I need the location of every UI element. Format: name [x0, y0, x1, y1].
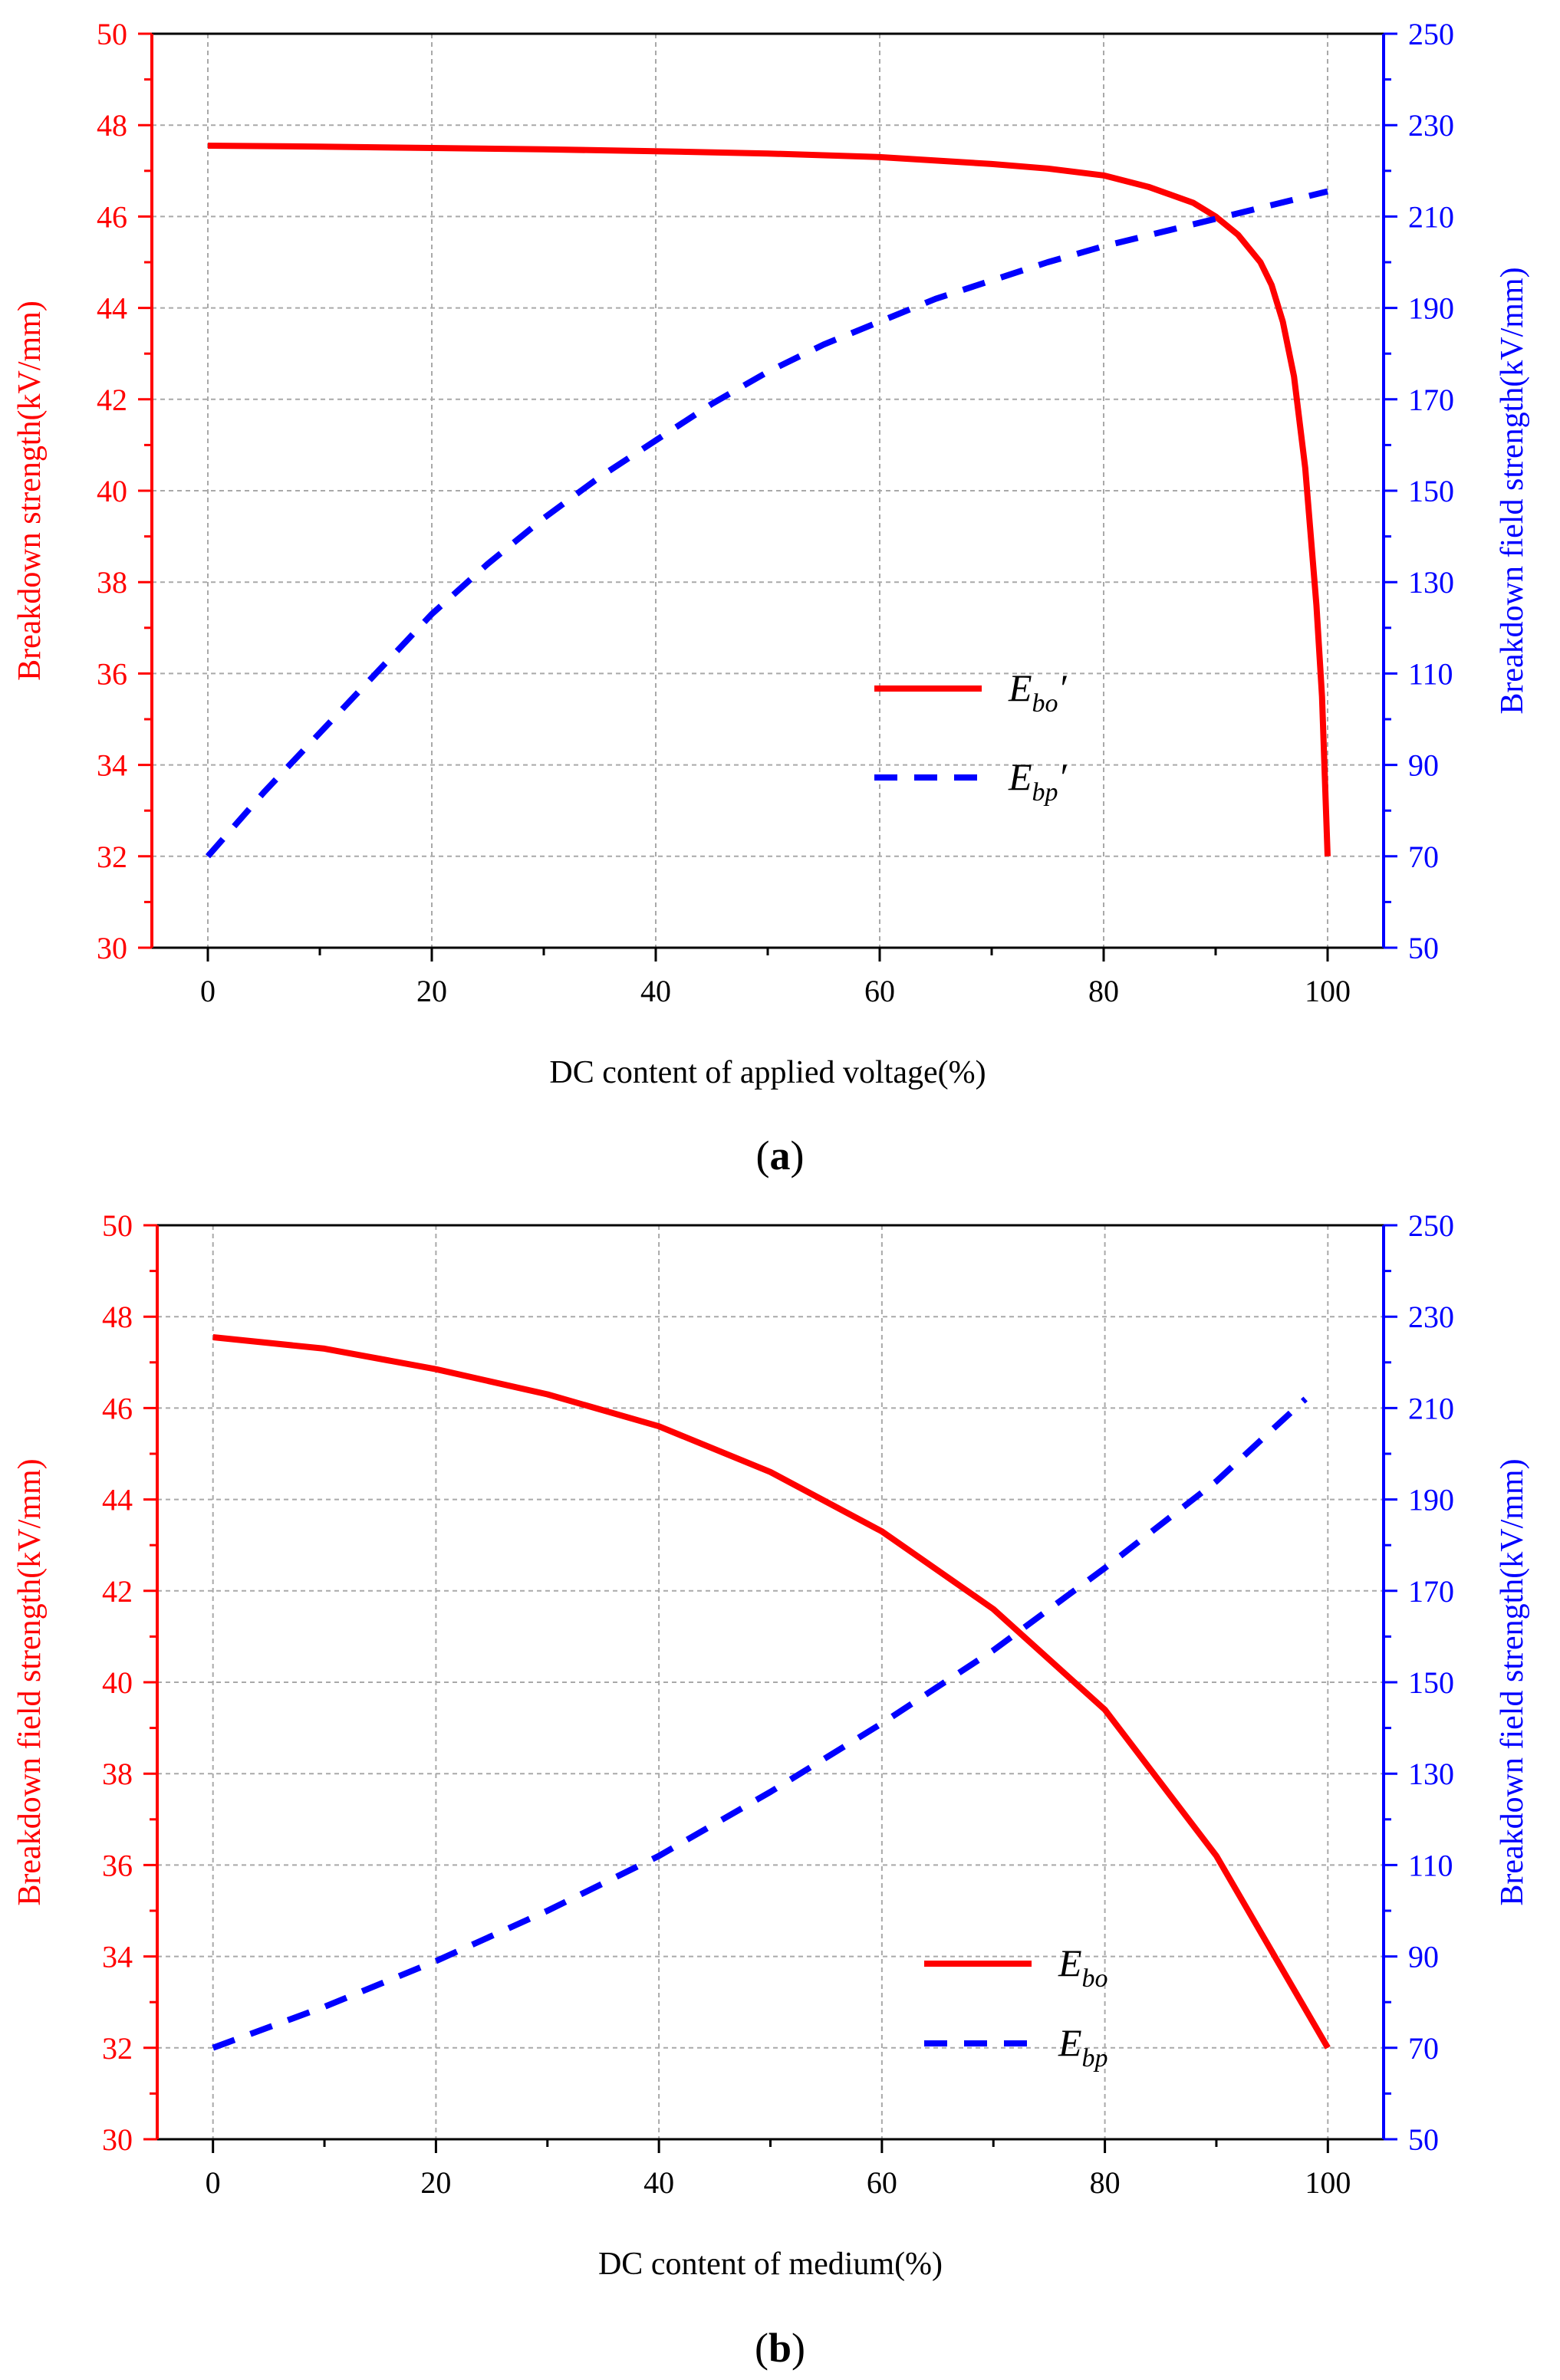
right-y-tick-label: 110	[1408, 656, 1453, 691]
left-y-tick-label: 32	[102, 2031, 133, 2066]
grid	[152, 34, 1384, 948]
left-y-tick-label: 34	[102, 1940, 133, 1974]
left-y-tick-label: 40	[102, 1665, 133, 1700]
right-y-tick-label: 230	[1408, 1300, 1454, 1334]
x-axis-label: DC content of applied voltage(%)	[549, 1055, 986, 1090]
left-y-tick-label: 44	[97, 291, 127, 326]
x-tick-label: 80	[1088, 974, 1119, 1008]
right-y-tick-label: 90	[1408, 748, 1439, 783]
left-y-tick-label: 50	[97, 17, 127, 51]
series-line-ebp	[212, 1396, 1308, 2051]
x-tick-label: 20	[420, 2165, 451, 2200]
x-tick-label: 60	[867, 2165, 897, 2200]
right-y-tick-label: 150	[1408, 474, 1454, 508]
legend-label: Ebo	[1058, 1941, 1108, 1993]
left-y-tick-label: 30	[97, 931, 127, 965]
right-y-tick-label: 210	[1408, 1391, 1454, 1425]
left-y-tick-label: 40	[97, 474, 127, 508]
left-y-axis-label: Breakdown field strength(kV/mm)	[12, 1458, 48, 1905]
x-tick-label: 80	[1090, 2165, 1121, 2200]
left-y-tick-label: 46	[102, 1391, 133, 1425]
right-y-tick-label: 130	[1408, 1757, 1454, 1791]
left-y-tick-label: 50	[102, 1208, 133, 1243]
right-y-tick-label: 230	[1408, 108, 1454, 143]
left-y-tick-label: 42	[97, 383, 127, 417]
series-line-ebo-prime	[207, 143, 1331, 856]
x-tick-label: 40	[643, 2165, 674, 2200]
x-tick-label: 40	[640, 974, 671, 1008]
x-tick-label: 0	[200, 974, 216, 1008]
right-y-tick-label: 70	[1408, 2031, 1439, 2066]
legend-label: Ebp	[1058, 2021, 1108, 2073]
panel-label: (b)	[755, 2325, 805, 2371]
right-y-tick-label: 170	[1408, 1574, 1454, 1609]
right-y-tick-label: 130	[1408, 565, 1454, 600]
left-y-axis-label: Breakdown strength(kV/mm)	[12, 301, 48, 681]
right-y-tick-label: 190	[1408, 291, 1454, 326]
left-y-tick-label: 46	[97, 199, 127, 234]
series-line-ebo	[212, 1334, 1331, 2050]
chart-panel-b: 0 20 40 60 80 100 30 32 34 36 38 40 42 44 46 48 50 50 70 90…	[12, 1208, 1530, 2371]
left-y-tick-label: 48	[97, 108, 127, 143]
left-y-tick-label: 38	[102, 1757, 133, 1791]
left-y-tick-label: 42	[102, 1574, 133, 1609]
series-line-ebp-prime	[205, 188, 1328, 859]
chart-panel-a: 0 20 40 60 80 100 30 32 34 36 38 40 42 44 46 48 50 50 70 90…	[12, 17, 1530, 1178]
panel-label: (a)	[756, 1132, 805, 1178]
right-y-axis-label: Breakdown field strength(kV/mm)	[1495, 267, 1530, 714]
legend-label: Ebp′	[1008, 755, 1068, 807]
right-y-tick-label: 250	[1408, 1208, 1454, 1243]
grid	[157, 1225, 1384, 2139]
right-y-tick-label: 110	[1408, 1848, 1453, 1882]
left-y-tick-label: 32	[97, 840, 127, 874]
x-tick-label: 100	[1305, 974, 1351, 1008]
right-y-tick-label: 210	[1408, 199, 1454, 234]
legend-label: Ebo′	[1008, 666, 1068, 718]
x-tick-label: 60	[864, 974, 895, 1008]
left-y-tick-label: 38	[97, 565, 127, 600]
left-y-tick-label: 44	[102, 1483, 133, 1517]
x-tick-label: 20	[416, 974, 447, 1008]
right-y-tick-label: 50	[1408, 2122, 1439, 2157]
right-y-tick-label: 70	[1408, 840, 1439, 874]
x-axis-label: DC content of medium(%)	[598, 2247, 943, 2282]
right-y-tick-label: 170	[1408, 383, 1454, 417]
left-y-tick-label: 34	[97, 748, 127, 783]
x-tick-label: 0	[206, 2165, 221, 2200]
right-y-tick-label: 150	[1408, 1665, 1454, 1700]
right-y-tick-label: 190	[1408, 1483, 1454, 1517]
right-y-axis-label: Breakdown field strength(kV/mm)	[1495, 1458, 1530, 1905]
right-y-tick-label: 250	[1408, 17, 1454, 51]
left-y-tick-label: 36	[102, 1848, 133, 1882]
left-y-tick-label: 30	[102, 2122, 133, 2157]
right-y-tick-label: 90	[1408, 1940, 1439, 1974]
x-tick-label: 100	[1305, 2165, 1351, 2200]
left-y-tick-label: 36	[97, 656, 127, 691]
left-y-tick-label: 48	[102, 1300, 133, 1334]
right-y-tick-label: 50	[1408, 931, 1439, 965]
